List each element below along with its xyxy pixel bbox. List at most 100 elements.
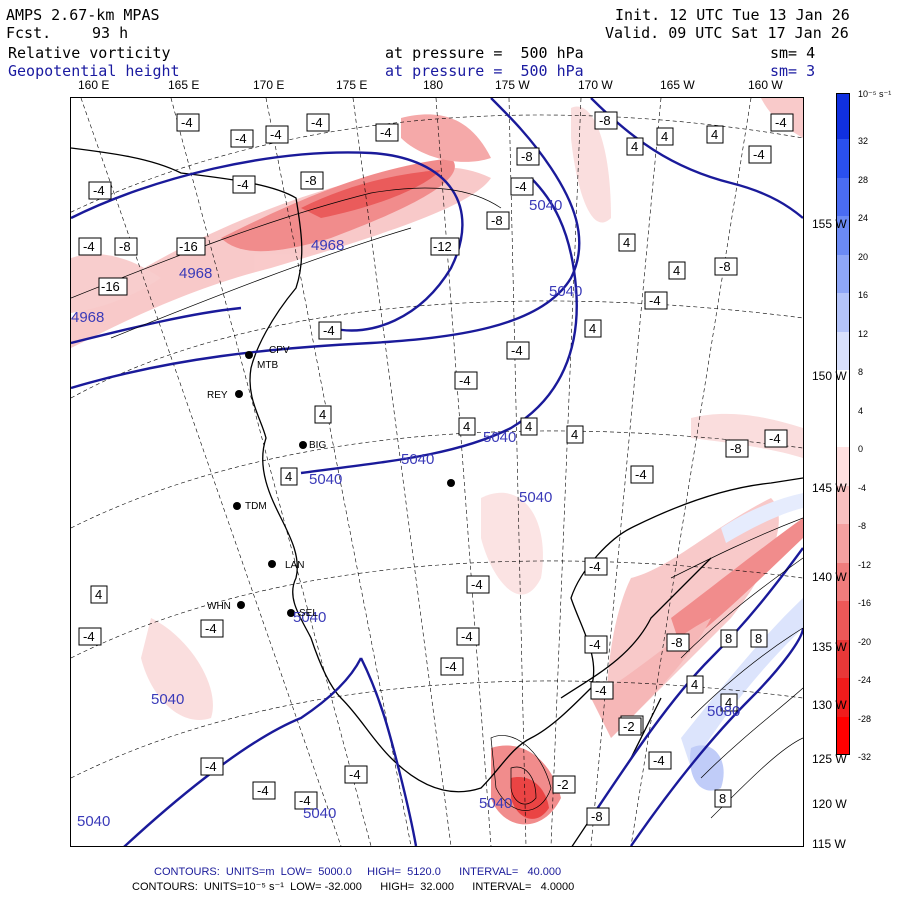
lon-label: 165 E (168, 78, 200, 92)
colorbar-cell (836, 331, 850, 370)
forecast-hour: 93 h (92, 24, 129, 42)
height-label: 5040 (309, 471, 342, 488)
svg-text:4: 4 (525, 419, 532, 434)
contour-label-boxes: -4 -4 -4 -4 -4 -4 -4 -8 -8 -8 -4 -8 -12 … (78, 111, 794, 826)
svg-text:-4: -4 (589, 559, 601, 574)
height-contours (71, 98, 803, 846)
lat-label: 150 W (812, 369, 847, 383)
svg-text:-4: -4 (349, 767, 361, 782)
svg-text:REY: REY (207, 390, 228, 401)
svg-text:-4: -4 (205, 621, 217, 636)
svg-text:-16: -16 (101, 279, 120, 294)
colorbar-tick-label: -28 (858, 713, 872, 724)
colorbar-tick-label: -4 (858, 482, 867, 493)
field1-name: Relative vorticity (8, 44, 171, 62)
svg-text:-4: -4 (515, 179, 527, 194)
colorbar-tick-label: 8 (858, 367, 864, 377)
height-label: 4968 (71, 309, 104, 326)
svg-text:-2: -2 (623, 719, 635, 734)
height-label: 4968 (311, 237, 344, 254)
svg-text:-4: -4 (459, 373, 471, 388)
svg-text:-8: -8 (119, 239, 131, 254)
field1-level: at pressure = 500 hPa (385, 44, 584, 62)
colorbar-cell (836, 678, 850, 717)
svg-text:-4: -4 (299, 793, 311, 808)
svg-text:-4: -4 (649, 293, 661, 308)
colorbar-unit: 10⁻⁵ s⁻¹ (858, 89, 892, 99)
lat-label: 125 W (812, 752, 847, 766)
height-label: 5040 (549, 283, 582, 300)
svg-text:4: 4 (571, 427, 578, 442)
height-label: 5040 (479, 795, 512, 812)
height-labels: 4968 4968 4968 5040 5040 5040 5040 5040 … (71, 197, 740, 830)
svg-text:-4: -4 (93, 183, 105, 198)
height-label: 5040 (519, 489, 552, 506)
svg-text:LAN: LAN (285, 560, 304, 571)
svg-text:-8: -8 (491, 213, 503, 228)
field2-name: Geopotential height (8, 62, 180, 80)
lon-label: 160 E (78, 78, 110, 92)
svg-text:-4: -4 (461, 629, 473, 644)
colorbar-tick-label: 4 (858, 405, 864, 416)
svg-text:4: 4 (661, 129, 668, 144)
colorbar-cell (836, 524, 850, 563)
lon-label: 170 E (253, 78, 285, 92)
height-label: 5040 (151, 691, 184, 708)
colorbar-tick-label: 12 (858, 328, 869, 339)
svg-text:4: 4 (589, 321, 596, 336)
lat-label: 135 W (812, 640, 847, 654)
svg-text:-8: -8 (591, 809, 603, 824)
height-label: 5040 (401, 451, 434, 468)
svg-text:-16: -16 (179, 239, 198, 254)
lon-label: 180 (423, 78, 444, 92)
svg-text:-4: -4 (181, 115, 193, 130)
init-time: Init. 12 UTC Tue 13 Jan 26 (615, 6, 850, 24)
height-label: 4968 (179, 265, 212, 282)
svg-text:MTB: MTB (257, 360, 278, 371)
svg-text:4: 4 (631, 139, 638, 154)
height-label: 5040 (303, 805, 336, 822)
graticule (71, 98, 803, 846)
svg-text:4: 4 (319, 407, 326, 422)
colorbar-tick-label: -20 (858, 636, 872, 647)
height-label: 5080 (707, 703, 740, 720)
svg-text:-4: -4 (311, 115, 323, 130)
svg-text:-4: -4 (511, 343, 523, 358)
svg-text:4: 4 (673, 263, 680, 278)
svg-text:-8: -8 (719, 259, 731, 274)
svg-text:-8: -8 (305, 173, 317, 188)
svg-text:-4: -4 (237, 177, 249, 192)
svg-text:8: 8 (725, 631, 732, 646)
lat-label: 130 W (812, 698, 847, 712)
colorbar-cell (836, 716, 850, 755)
colorbar-tick-label: 28 (858, 174, 869, 185)
svg-text:4: 4 (95, 587, 102, 602)
colorbar-cell (836, 639, 850, 678)
field1-smoothing: sm= 4 (770, 44, 816, 62)
lat-label: 145 W (812, 481, 847, 495)
field2-smoothing: sm= 3 (770, 62, 816, 80)
lon-label: 175 W (495, 78, 530, 92)
colorbar-cell (836, 370, 850, 409)
svg-text:-4: -4 (257, 783, 269, 798)
svg-text:-12: -12 (433, 239, 452, 254)
svg-text:4: 4 (711, 127, 718, 142)
svg-text:-8: -8 (599, 113, 611, 128)
svg-text:-4: -4 (83, 629, 95, 644)
station-markers (233, 351, 455, 617)
lat-label: 155 W (812, 217, 847, 231)
svg-text:-4: -4 (235, 131, 247, 146)
colorbar-tick-label: -24 (858, 675, 872, 685)
svg-text:-4: -4 (775, 115, 787, 130)
svg-text:SEL: SEL (299, 608, 318, 619)
colorbar-tick-label: -16 (858, 598, 872, 608)
colorbar-tick-label: -12 (858, 559, 872, 570)
colorbar-cell (836, 447, 850, 486)
svg-text:4: 4 (691, 677, 698, 692)
field2-level: at pressure = 500 hPa (385, 62, 584, 80)
colorbar-cell (836, 93, 850, 139)
forecast-label: Fcst. (6, 24, 52, 42)
lon-label: 160 W (748, 78, 783, 92)
lat-label: 115 W (812, 837, 846, 851)
svg-text:-4: -4 (753, 147, 765, 162)
